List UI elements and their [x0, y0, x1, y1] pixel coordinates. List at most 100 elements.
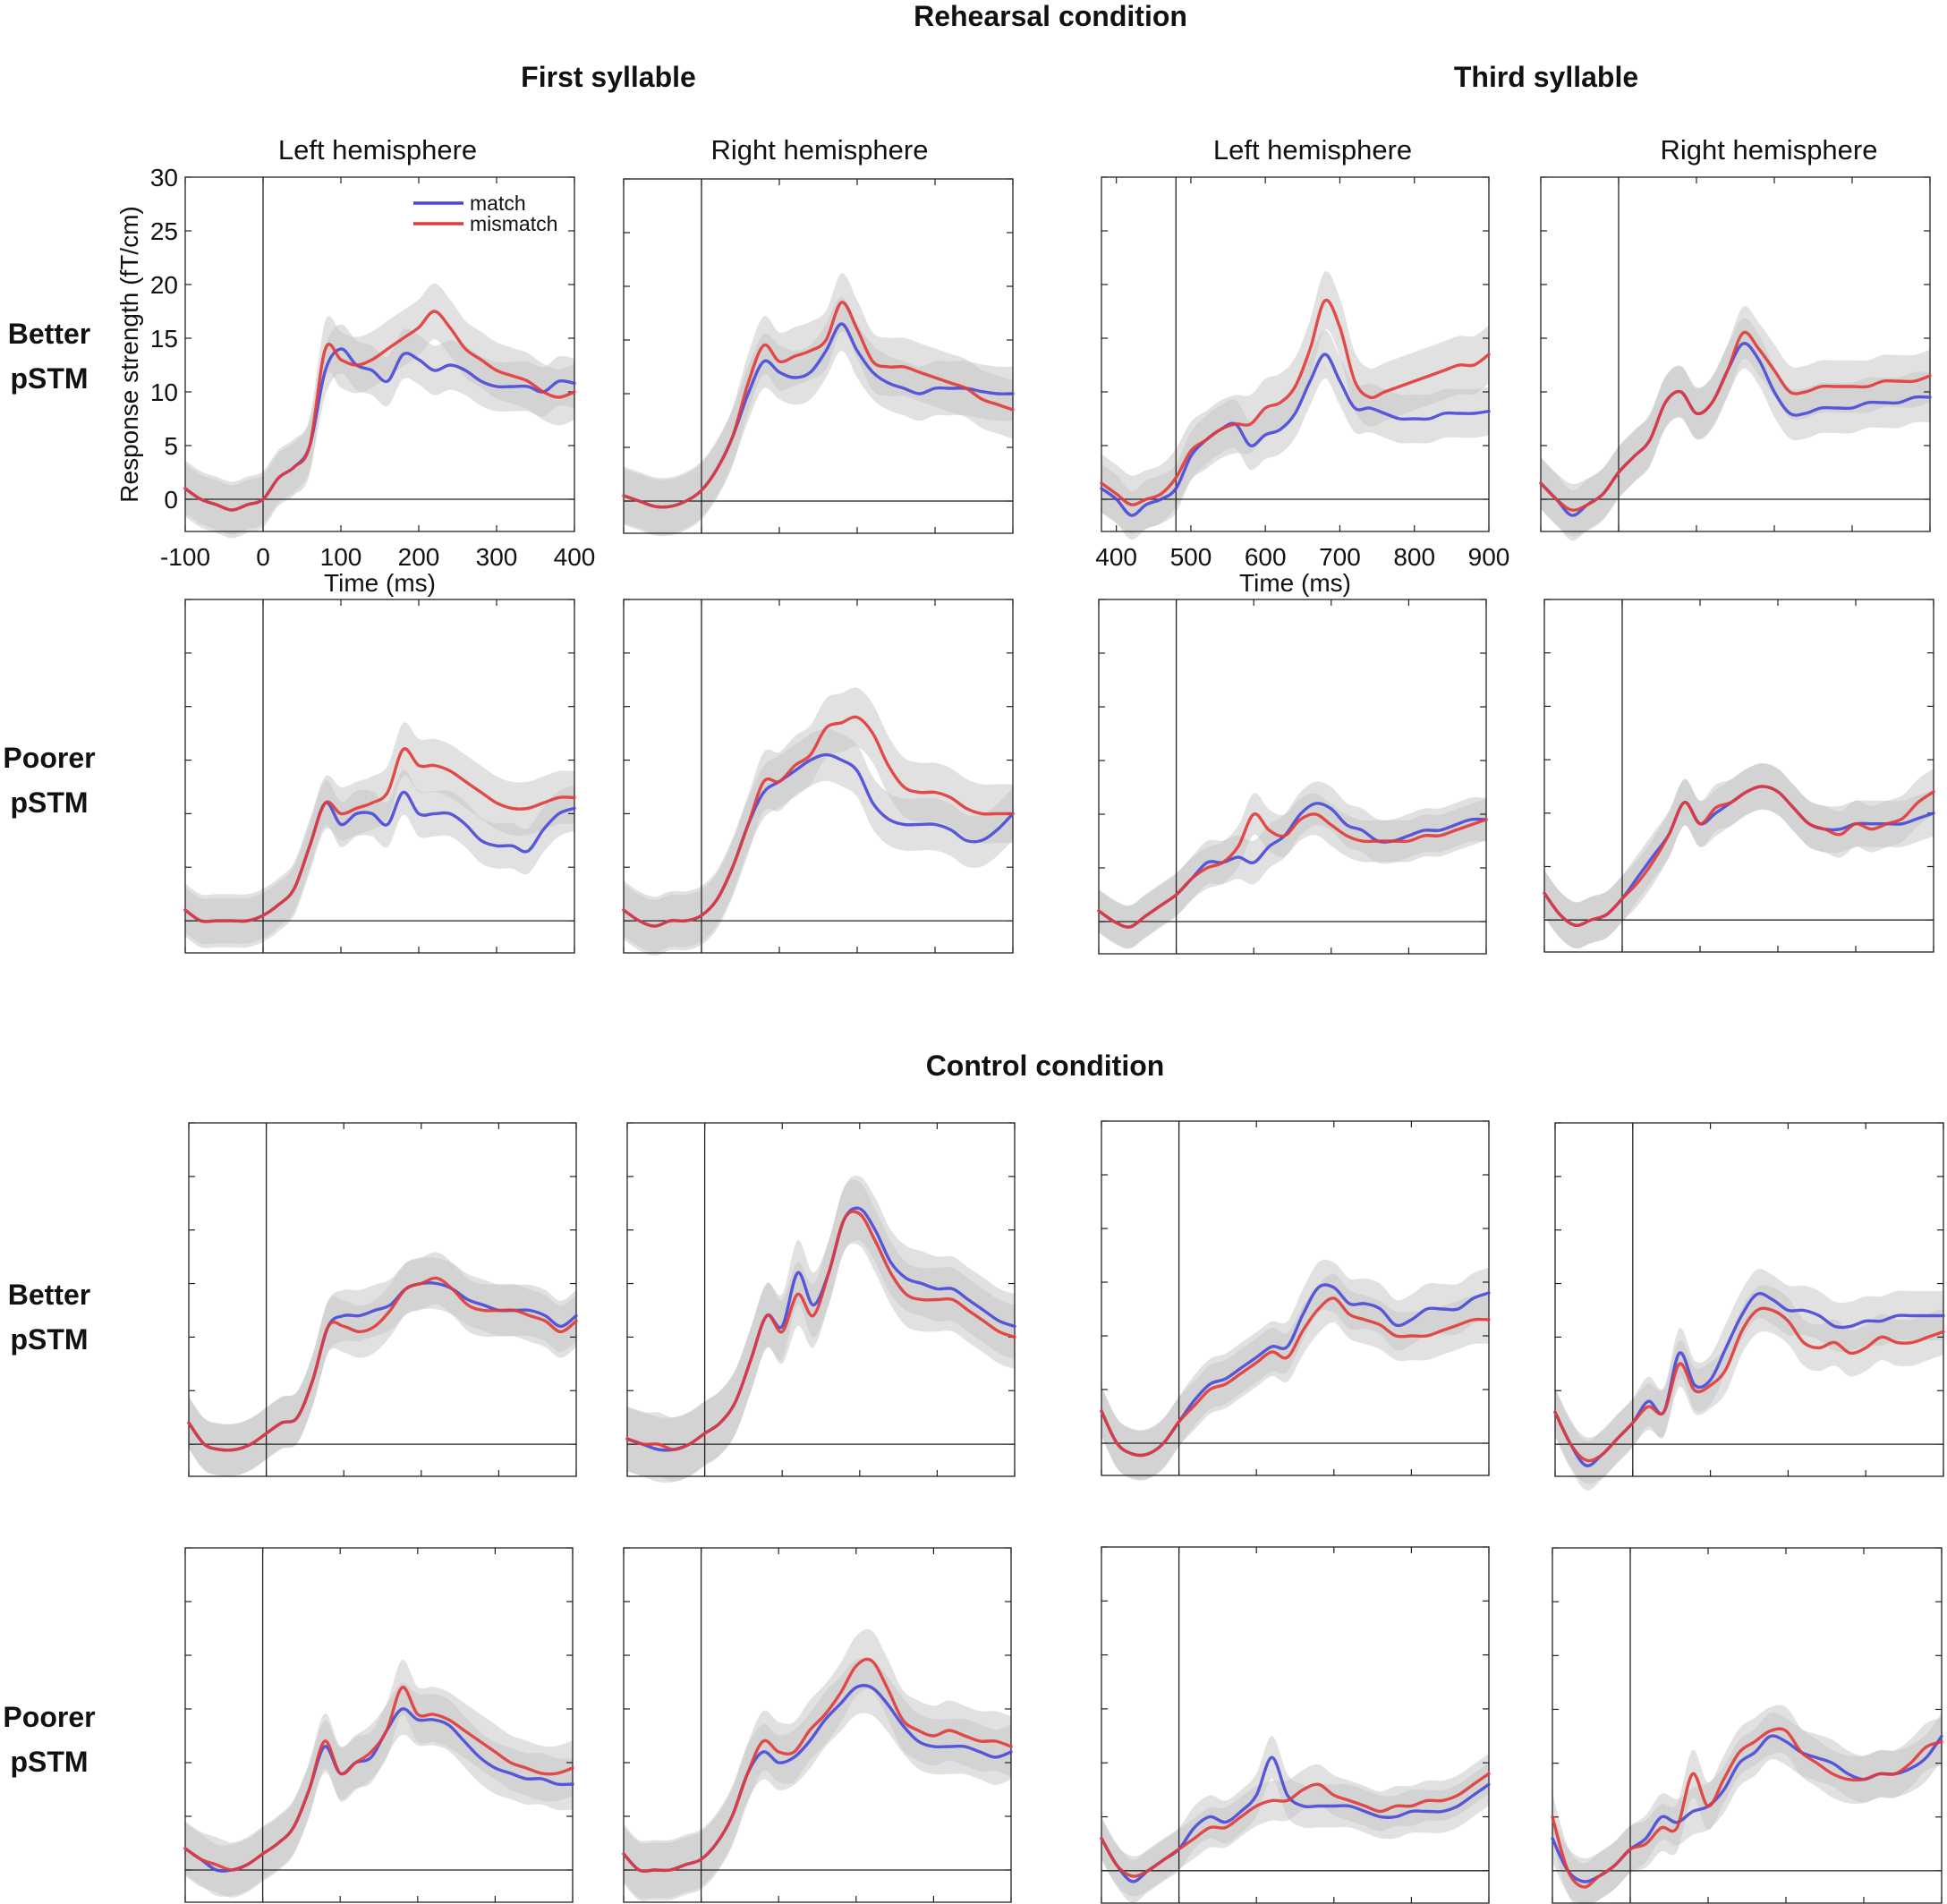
series-line-mismatch [1553, 1306, 1945, 1463]
panel-1: -100 0 100 200 300 400 Time (ms) 0 5 10 15 20 25 30 Re… [115, 164, 595, 597]
panel-9 [187, 1122, 578, 1477]
series-line-mismatch [1543, 785, 1935, 927]
y-tick-label: 25 [150, 217, 178, 245]
series-line-mismatch [622, 301, 1015, 509]
series-line-mismatch [1100, 1296, 1491, 1458]
x-tick-label: 400 [554, 543, 596, 571]
panel-frame [623, 599, 1014, 954]
confidence-band-mismatch [1099, 793, 1486, 948]
confidence-band-mismatch [627, 1179, 1015, 1482]
group-label-line1: Better [7, 1279, 91, 1311]
x-tick-label: 800 [1393, 543, 1435, 571]
panel-frame [184, 176, 575, 532]
hemisphere-title-first-right: Right hemisphere [710, 134, 929, 166]
panel-frame [184, 1547, 574, 1903]
confidence-band-mismatch [1101, 1754, 1489, 1897]
x-tick-label: -100 [160, 543, 210, 571]
x-tick-label: 400 [1095, 543, 1137, 571]
confidence-band-mismatch [1555, 1285, 1943, 1484]
y-tick-label: 30 [150, 164, 178, 191]
y-tick-label: 10 [150, 378, 178, 406]
x-tick-label: 0 [256, 543, 270, 571]
confidence-band-match [1101, 1736, 1489, 1903]
x-axis-label: Time (ms) [324, 569, 436, 597]
panel-5 [183, 599, 576, 954]
panel-frame [1540, 176, 1931, 532]
panel-frame [1543, 599, 1934, 953]
group-label-line1: Poorer [3, 742, 96, 774]
series-line-mismatch [1551, 1727, 1943, 1889]
x-tick-label: 700 [1319, 543, 1361, 571]
confidence-band-mismatch [1544, 763, 1934, 949]
group-label-rehearsal-better: Better pSTM [0, 311, 98, 401]
confidence-band-mismatch [624, 1628, 1011, 1901]
panel-11 [1100, 1120, 1491, 1481]
confidence-band-mismatch [624, 273, 1013, 537]
confidence-band-match [1544, 763, 1934, 949]
group-label-control-better: Better pSTM [0, 1272, 98, 1362]
panel-4 [1539, 176, 1932, 541]
series-line-mismatch [1100, 298, 1491, 506]
panel-frame [1101, 1546, 1490, 1904]
confidence-band-match [1101, 329, 1489, 540]
x-tick-label: 900 [1468, 543, 1510, 571]
group-label-line2: pSTM [10, 1746, 89, 1778]
x-tick-label: 600 [1245, 543, 1287, 571]
series-line-mismatch [622, 1657, 1013, 1874]
x-tick-label: 100 [320, 543, 362, 571]
panel-frame [184, 599, 575, 954]
panel-14 [622, 1547, 1013, 1903]
panel-12 [1553, 1122, 1945, 1491]
group-label-rehearsal-poorer: Poorer pSTM [0, 735, 98, 825]
series-line-mismatch [1100, 1772, 1491, 1878]
panel-3: 400 500 600 700 800 900 Time (ms) [1095, 176, 1510, 597]
panel-frame [623, 178, 1014, 534]
series-line-mismatch [625, 1210, 1016, 1451]
confidence-band-mismatch [185, 1659, 573, 1898]
panel-frame [1554, 1122, 1944, 1477]
panel-frame [1101, 1120, 1490, 1476]
panel-frame [1552, 1547, 1943, 1904]
confidence-band-mismatch [624, 687, 1013, 956]
series-line-mismatch [622, 715, 1015, 928]
y-tick-label: 20 [150, 271, 178, 299]
series-line-mismatch [1539, 330, 1932, 512]
panel-frame [188, 1122, 577, 1477]
y-tick-label: 15 [150, 325, 178, 353]
panel-frame [623, 1547, 1012, 1903]
panel-frame [1098, 599, 1487, 955]
panel-frame [626, 1122, 1016, 1477]
confidence-band-mismatch [1101, 1273, 1489, 1480]
confidence-band-mismatch [1101, 270, 1489, 534]
y-tick-label: 0 [164, 486, 178, 514]
confidence-band-mismatch [1541, 306, 1930, 537]
series-line-mismatch [183, 747, 576, 923]
syllable-title-third: Third syllable [1453, 61, 1639, 93]
x-axis-label: Time (ms) [1239, 569, 1351, 597]
series-line-match [1100, 353, 1491, 517]
confidence-band-mismatch [185, 722, 574, 948]
panel-10 [625, 1122, 1016, 1483]
group-label-line2: pSTM [10, 786, 89, 819]
panel-7 [1097, 599, 1488, 955]
x-tick-label: 200 [398, 543, 440, 571]
series-line-mismatch [1097, 812, 1488, 929]
condition-title-control: Control condition [925, 1050, 1165, 1082]
panel-16 [1551, 1547, 1943, 1904]
series-line-mismatch [187, 1276, 578, 1452]
hemisphere-title-third-left: Left hemisphere [1212, 134, 1413, 166]
legend-label-mismatch: mismatch [470, 212, 557, 235]
x-tick-label: 500 [1170, 543, 1212, 571]
group-label-line2: pSTM [10, 1323, 89, 1356]
panel-8 [1543, 599, 1935, 953]
group-label-line1: Better [7, 318, 91, 350]
group-label-line2: pSTM [10, 362, 89, 395]
series-line-mismatch [183, 310, 576, 512]
panel-6 [622, 599, 1015, 956]
panel-15 [1100, 1546, 1491, 1904]
syllable-title-first: First syllable [521, 61, 696, 93]
confidence-band-mismatch [1552, 1704, 1942, 1904]
group-label-line1: Poorer [3, 1701, 96, 1733]
